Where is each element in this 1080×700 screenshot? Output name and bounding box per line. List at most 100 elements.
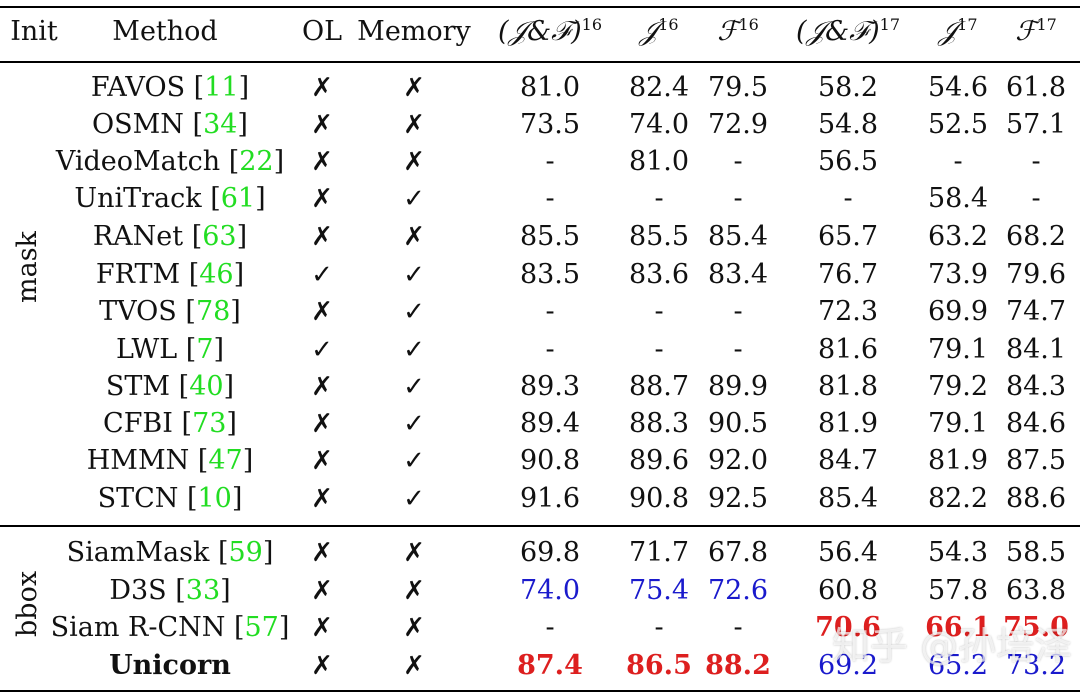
header-f17-text: ℱ [1015, 16, 1037, 47]
value-f17: 84.3 [1005, 371, 1067, 402]
value-f17: 87.5 [1005, 445, 1067, 476]
memory-mark: ✓ [403, 484, 425, 514]
header-j17-text: 𝒥 [938, 16, 958, 47]
value-f16: 79.5 [707, 72, 769, 103]
value-jf17: - [843, 183, 853, 214]
method-cell: UniTrack [61] [74, 183, 266, 214]
value-j16: 71.7 [628, 537, 690, 568]
citation-link[interactable]: 46 [199, 259, 234, 290]
value-jf17: 70.6 [815, 612, 881, 643]
method-name: STCN [97, 483, 179, 514]
value-jf16: 91.6 [519, 483, 581, 514]
header-jf17-text: (𝒥&ℱ) [795, 16, 880, 47]
value-jf16: 74.0 [519, 575, 581, 606]
memory-mark: ✓ [403, 335, 425, 365]
value-j16: - [654, 183, 664, 214]
memory-mark: ✓ [403, 372, 425, 402]
value-f17: 68.2 [1005, 221, 1067, 252]
value-f17: 73.2 [1005, 650, 1067, 681]
ol-mark: ✗ [311, 409, 333, 439]
method-cell: FRTM [46] [95, 259, 245, 290]
citation-link[interactable]: 78 [195, 296, 231, 327]
citation-link[interactable]: 59 [228, 537, 263, 568]
value-j17: 69.9 [927, 296, 989, 327]
ol-mark: ✗ [311, 147, 333, 177]
value-j17: 58.4 [927, 183, 989, 214]
method-cell: SiamMask [59] [66, 537, 274, 568]
value-j17: 63.2 [927, 221, 989, 252]
header-f16: ℱ16 [704, 12, 772, 52]
value-j16: - [654, 612, 664, 643]
value-f17: 61.8 [1005, 72, 1067, 103]
ol-mark: ✓ [311, 260, 333, 290]
value-j16: 90.8 [628, 483, 690, 514]
citation-link[interactable]: 40 [189, 371, 224, 402]
value-j17: 54.6 [927, 72, 989, 103]
top-rule [0, 6, 1080, 8]
memory-mark: ✗ [403, 538, 425, 568]
citation-link[interactable]: 73 [192, 408, 227, 439]
value-f17: 79.6 [1005, 259, 1067, 290]
memory-mark: ✗ [403, 651, 425, 681]
value-f16: 89.9 [707, 371, 769, 402]
value-j16: 88.7 [628, 371, 690, 402]
citation-link[interactable]: 61 [220, 183, 256, 214]
value-jf16: 81.0 [519, 72, 581, 103]
value-f17: 84.6 [1005, 408, 1067, 439]
header-f17-sup: 17 [1036, 15, 1057, 34]
citation-link[interactable]: 33 [185, 575, 221, 606]
method-name: HMMN [86, 445, 190, 476]
citation-link[interactable]: 47 [208, 445, 243, 476]
value-f16: - [733, 296, 743, 327]
method-cell: CFBI [73] [103, 408, 237, 439]
value-f16: - [733, 183, 743, 214]
ol-mark: ✗ [311, 297, 333, 327]
citation-link[interactable]: 11 [204, 72, 239, 103]
value-f17: - [1031, 183, 1041, 214]
ol-mark: ✗ [311, 576, 333, 606]
citation-link[interactable]: 34 [203, 109, 238, 140]
memory-mark: ✓ [403, 184, 425, 214]
value-jf17: 58.2 [817, 72, 879, 103]
citation-link[interactable]: 22 [239, 146, 274, 177]
header-f16-text: ℱ [717, 16, 739, 47]
header-j16: 𝒥16 [625, 12, 693, 52]
citation-link[interactable]: 57 [244, 612, 279, 643]
value-j17: 52.5 [927, 109, 989, 140]
value-jf16: - [545, 612, 555, 643]
value-jf16: - [545, 296, 555, 327]
value-jf17: 60.8 [817, 575, 879, 606]
memory-mark: ✗ [403, 147, 425, 177]
memory-mark: ✓ [403, 260, 425, 290]
header-f16-sup: 16 [738, 15, 759, 34]
value-jf16: 87.4 [517, 650, 583, 681]
value-jf17: 81.9 [817, 408, 879, 439]
value-j17: 65.2 [927, 650, 989, 681]
header-ol: OL [301, 16, 343, 47]
ol-mark: ✓ [311, 335, 333, 365]
method-cell: FAVOS [11] [90, 72, 250, 103]
value-jf17: 76.7 [817, 259, 879, 290]
method-name: STM [105, 371, 171, 402]
value-jf16: 83.5 [519, 259, 581, 290]
memory-mark: ✓ [403, 297, 425, 327]
value-f16: 92.5 [707, 483, 769, 514]
method-cell: Unicorn [40, 648, 300, 684]
ol-mark: ✗ [311, 372, 333, 402]
value-f16: 83.4 [707, 259, 769, 290]
header-f17: ℱ17 [1000, 12, 1072, 52]
ol-mark: ✗ [311, 484, 333, 514]
citation-link[interactable]: 7 [196, 334, 214, 365]
header-j16-sup: 16 [658, 15, 679, 34]
header-j17-sup: 17 [957, 15, 978, 34]
method-cell: TVOS [78] [99, 296, 241, 327]
citation-link[interactable]: 10 [197, 483, 232, 514]
method-cell: STCN [10] [97, 483, 243, 514]
memory-mark: ✗ [403, 110, 425, 140]
memory-mark: ✗ [403, 613, 425, 643]
method-cell: HMMN [47] [86, 445, 254, 476]
citation-link[interactable]: 63 [202, 221, 237, 252]
header-j16-text: 𝒥 [639, 16, 659, 47]
value-j17: - [953, 146, 963, 177]
header-jf16-sup: 16 [581, 15, 603, 34]
